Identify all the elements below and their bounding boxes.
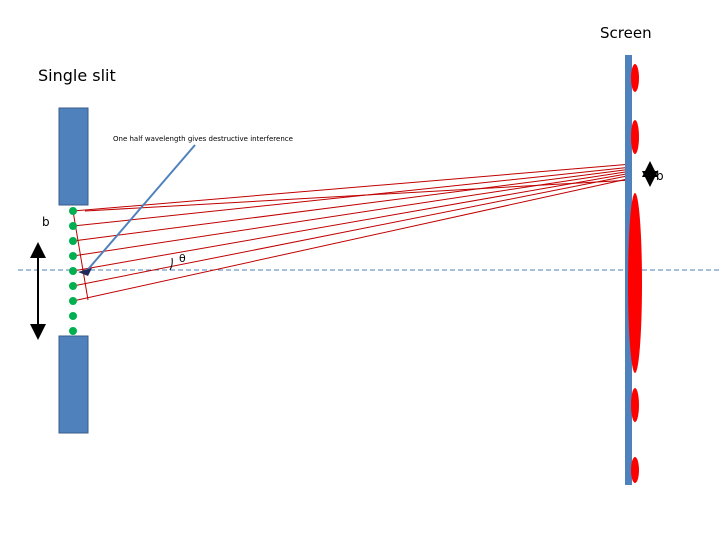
- rays: [72, 163, 633, 302]
- slit-width-label: b: [42, 215, 50, 229]
- screen-label: Screen: [600, 24, 652, 42]
- slit-top: [58, 107, 89, 206]
- annotation: One half wavelength gives destructive in…: [113, 135, 293, 143]
- angle-arc: [169, 257, 173, 271]
- slit-bottom: [58, 335, 89, 434]
- fringes: [628, 64, 642, 483]
- pointer: [83, 144, 196, 275]
- pointer-head: [78, 268, 92, 276]
- fringe-width-label: b: [656, 169, 664, 183]
- wavelets: [69, 207, 77, 335]
- title: Single slit: [38, 66, 116, 85]
- angle-label: θ: [179, 252, 186, 265]
